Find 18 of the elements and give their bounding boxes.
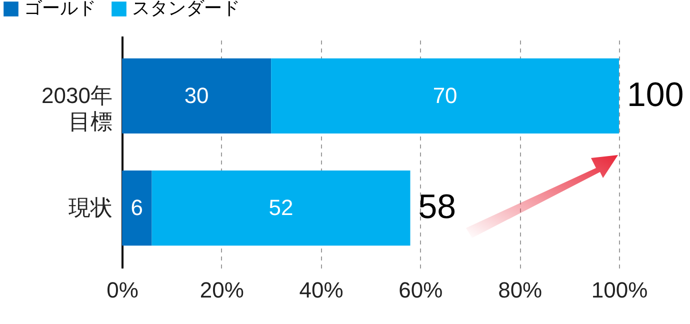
bar xyxy=(122,58,272,134)
bar xyxy=(152,170,410,246)
x-tick-label: 80% xyxy=(498,278,542,302)
data-label: 6 xyxy=(130,195,144,220)
x-tick-label: 60% xyxy=(398,278,443,302)
y-tick-label: 2030年目標 xyxy=(42,82,112,134)
data-label: 52 xyxy=(268,195,294,220)
total-label: 58 xyxy=(418,188,456,226)
x-tick-label: 0% xyxy=(106,278,138,302)
total-label: 100 xyxy=(627,76,684,114)
y-tick-label: 現状 xyxy=(68,195,112,220)
data-label: 70 xyxy=(432,82,458,108)
bar xyxy=(271,58,619,134)
x-tick-label: 40% xyxy=(299,278,344,302)
data-label: 30 xyxy=(184,82,209,108)
bar xyxy=(122,170,152,246)
x-tick-label: 100% xyxy=(591,278,648,302)
x-tick-label: 20% xyxy=(200,278,244,302)
